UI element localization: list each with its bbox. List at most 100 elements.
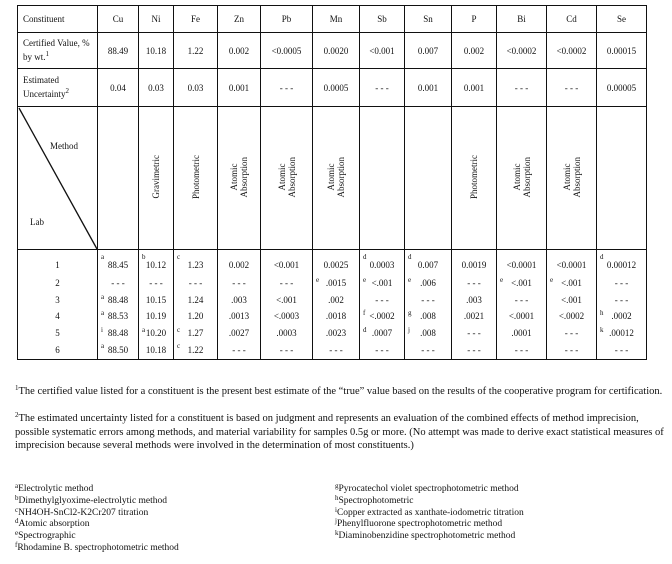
result-value: <.001: [371, 278, 393, 289]
result-Mn: 0.0025: [312, 249, 360, 275]
uncertainty-value-Zn: 0.001: [217, 68, 261, 107]
method-Sn: [404, 106, 452, 250]
method-text: Atomic Absorption: [229, 157, 249, 198]
result-Pb: <0.001: [260, 249, 313, 275]
result-Bi: <.0001: [496, 308, 547, 325]
result-Bi: .0001: [496, 324, 547, 341]
result-Cd: <0.0001: [546, 249, 597, 275]
method-text: Photometric: [191, 155, 201, 199]
result-Mn: .002: [312, 291, 360, 308]
result-value: <.001: [276, 294, 297, 305]
result-value: - - -: [188, 278, 203, 289]
result-value: <.0002: [369, 311, 395, 322]
result-value: - - -: [375, 294, 389, 305]
lab-number: 6: [17, 341, 98, 360]
result-Ni: 10.18: [138, 341, 174, 360]
method-note-mark: k: [600, 325, 604, 334]
method-line: Atomic: [326, 163, 336, 191]
result-value: .0002: [611, 311, 632, 322]
result-Fe: c 1.22: [173, 341, 218, 360]
result-value: <.0002: [558, 311, 585, 322]
result-value: - - -: [279, 278, 294, 289]
method-text: Gravimetric: [151, 155, 161, 198]
constituent-Ni: Ni: [138, 5, 174, 33]
result-value: 88.53: [107, 311, 129, 322]
method-note-mark: d: [600, 253, 604, 261]
result-Se: - - -: [596, 275, 647, 292]
method-line: Absorption: [571, 156, 582, 198]
result-value: - - -: [232, 345, 246, 355]
result-value: <.001: [561, 278, 582, 289]
method-line: Absorption: [336, 156, 346, 198]
result-Pb: - - -: [260, 341, 313, 360]
legend-text: Phenylfluorone spectrophotometric method: [336, 519, 503, 530]
constituent-Se: Se: [596, 5, 647, 33]
result-Se: k .00012: [596, 324, 647, 341]
result-P: - - -: [451, 275, 497, 292]
method-note-mark: d: [363, 253, 367, 261]
lab-row-3: 3 a 88.48 10.15 1.24 .003 <.001 .002 - - - - - -.…: [17, 291, 647, 308]
result-value: .002: [328, 294, 344, 305]
lab-row-5: 5 i 88.48 a 10.20 c 1.27.0027.0003.0023 d .0007 j…: [17, 324, 647, 341]
legend-text: Spectrophotometric: [338, 495, 414, 506]
legend-item-b: bDimethylglyoxime-electrolytic method: [15, 494, 179, 508]
result-Pb: .0003: [260, 324, 313, 341]
uncertainty-value-Cu: 0.04: [97, 68, 139, 107]
result-value: - - -: [111, 278, 125, 289]
method-Fe: Photometric: [173, 106, 218, 250]
constituent-Sn: Sn: [404, 5, 452, 33]
result-Sn: e .006: [404, 275, 452, 292]
result-value: 10.12: [145, 259, 167, 270]
method-legend-right: gPyrocatechol violet spectrophotometric …: [335, 482, 524, 543]
result-Mn: .0018: [312, 308, 360, 325]
uncertainty-value-Ni: 0.03: [138, 68, 174, 107]
method-note-mark: g: [408, 309, 412, 317]
result-Cd: <.001: [546, 291, 597, 308]
method-Se: [596, 106, 647, 250]
result-value: 10.15: [145, 294, 167, 305]
legend-item-h: hSpectrophotometric: [335, 494, 524, 508]
result-Sb: d 0.0003: [359, 249, 405, 275]
method-Pb: Atomic Absorption: [260, 106, 313, 250]
method-text: Atomic Absorption: [512, 157, 532, 198]
method-lab-diagonal-cell: Method Lab: [17, 106, 98, 250]
result-Zn: .003: [217, 291, 261, 308]
result-value: - - -: [421, 345, 435, 355]
result-Sn: j .008: [404, 324, 452, 341]
footnote-text: The certified value listed for a constit…: [18, 386, 663, 397]
legend-text: Copper extracted as xanthate-iodometric …: [336, 507, 524, 518]
result-Zn: .0027: [217, 324, 261, 341]
legend-item-j: jPhenylfluorone spectrophotometric metho…: [335, 517, 524, 531]
result-value: <0.001: [273, 259, 300, 270]
result-Zn: 0.002: [217, 249, 261, 275]
result-P: - - -: [451, 324, 497, 341]
result-value: - - -: [614, 294, 629, 305]
legend-mark: f: [15, 540, 18, 549]
result-value: .0001: [511, 327, 532, 338]
legend-mark: j: [335, 517, 337, 526]
method-note-mark: f: [363, 309, 366, 317]
result-Zn: - - -: [217, 341, 261, 360]
result-Sb: - - -: [359, 291, 405, 308]
lab-number: 5: [17, 324, 98, 341]
legend-mark: i: [335, 505, 337, 514]
result-Cd: <.0002: [546, 308, 597, 325]
result-value: <.0001: [508, 311, 535, 322]
certified-value-Fe: 1.22: [173, 32, 218, 69]
constituent-Sb: Sb: [359, 5, 405, 33]
result-Cu: i 88.48: [97, 324, 139, 341]
method-Cu: [97, 106, 139, 250]
constituent-Pb: Pb: [260, 5, 313, 33]
certified-value-Pb: <0.0005: [260, 32, 313, 69]
legend-text: Dimethylglyoxime-electrolytic method: [18, 495, 168, 506]
result-Ni: 10.15: [138, 291, 174, 308]
constituent-label: Constituent: [17, 5, 98, 33]
result-value: 0.002: [228, 259, 250, 270]
result-value: - - -: [421, 294, 435, 305]
result-value: .0007: [371, 327, 393, 338]
method-note-mark: a: [101, 309, 105, 317]
result-Sb: e <.001: [359, 275, 405, 292]
legend-item-e: eSpectrographic: [15, 529, 179, 543]
result-Cd: e <.001: [546, 275, 597, 292]
result-value: <0.0001: [506, 259, 537, 270]
